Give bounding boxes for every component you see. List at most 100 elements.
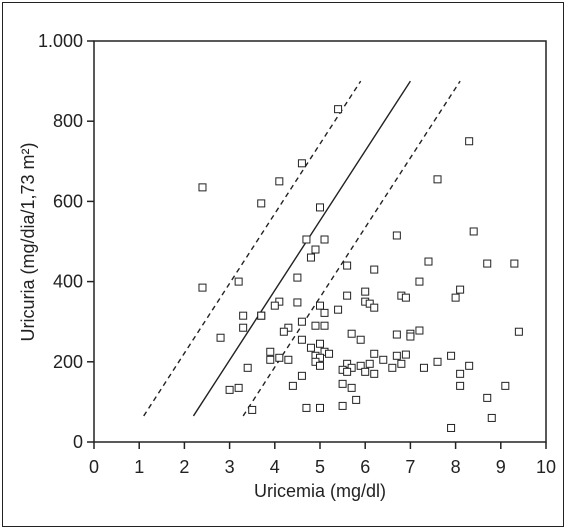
data-point <box>320 235 329 244</box>
data-point <box>343 261 352 270</box>
x-axis-title: Uricemia (mg/dl) <box>254 481 386 501</box>
y-tick-label: 200 <box>53 352 83 372</box>
data-points <box>198 105 523 432</box>
data-point <box>257 199 266 208</box>
data-point <box>451 293 460 302</box>
data-point <box>279 327 288 336</box>
data-point <box>297 159 306 168</box>
data-point <box>284 355 293 364</box>
data-point <box>311 357 320 366</box>
plot-area-border <box>93 40 547 443</box>
data-point <box>225 385 234 394</box>
data-point <box>239 323 248 332</box>
data-point <box>275 177 284 186</box>
data-point <box>239 311 248 320</box>
x-tick-label: 1 <box>134 457 144 477</box>
data-point <box>266 347 275 356</box>
data-point <box>379 355 388 364</box>
data-point <box>288 381 297 390</box>
data-point <box>297 335 306 344</box>
data-point <box>415 277 424 286</box>
data-point <box>320 308 329 317</box>
data-point <box>433 175 442 184</box>
data-point <box>415 326 424 335</box>
data-point <box>447 351 456 360</box>
data-point <box>456 285 465 294</box>
solid-reference-line <box>192 80 411 417</box>
data-point <box>456 369 465 378</box>
data-point <box>370 349 379 358</box>
data-point <box>338 401 347 410</box>
data-point <box>316 361 324 370</box>
chart-frame <box>2 2 564 527</box>
data-point <box>419 363 428 372</box>
data-point <box>370 265 379 274</box>
x-tick-label: 3 <box>225 457 235 477</box>
data-point <box>234 383 243 392</box>
data-point <box>456 381 465 390</box>
data-point <box>465 361 474 370</box>
data-point <box>356 335 365 344</box>
data-point <box>388 363 397 372</box>
data-point <box>275 353 284 362</box>
data-point <box>433 357 442 366</box>
data-point <box>343 367 352 376</box>
data-point <box>365 359 374 368</box>
axes: 0 1 2 3 4 5 6 7 8 9 10 0 200 400 600 800 1.000 <box>38 31 556 477</box>
data-point <box>198 183 207 192</box>
x-tick-label: 2 <box>179 457 189 477</box>
data-point <box>284 323 293 332</box>
data-point <box>392 231 401 240</box>
dashed-reference-line <box>143 80 362 417</box>
data-point <box>401 293 410 302</box>
data-point <box>302 235 311 244</box>
data-point <box>311 321 320 330</box>
data-point <box>270 301 279 310</box>
x-tick-label: 4 <box>270 457 280 477</box>
data-point <box>465 137 474 146</box>
data-point <box>320 321 329 330</box>
y-tick-label: 1.000 <box>38 31 83 51</box>
data-point <box>361 367 370 376</box>
data-point <box>483 393 492 402</box>
data-point <box>306 253 315 262</box>
y-tick-label: 600 <box>53 191 83 211</box>
data-point <box>510 259 519 268</box>
data-point <box>343 291 352 300</box>
data-point <box>406 332 415 341</box>
data-point <box>392 330 401 339</box>
data-point <box>216 333 225 342</box>
data-point <box>361 287 370 296</box>
y-axis-title: Uricuria (mg/dia/1,73 m²) <box>18 142 38 341</box>
x-tick-label: 9 <box>496 457 506 477</box>
data-point <box>424 257 433 266</box>
data-point <box>293 273 302 282</box>
data-point <box>469 227 478 236</box>
data-point <box>234 277 243 286</box>
data-point <box>275 297 284 306</box>
data-point <box>347 329 356 338</box>
data-point <box>306 343 315 352</box>
data-point <box>483 259 492 268</box>
data-point <box>397 359 406 368</box>
y-tick-label: 0 <box>73 432 83 452</box>
x-tick-label: 6 <box>360 457 370 477</box>
x-tick-label: 5 <box>315 457 325 477</box>
data-point <box>325 349 334 358</box>
data-point <box>266 355 275 364</box>
data-point <box>316 339 324 348</box>
data-point <box>302 403 311 412</box>
data-point <box>243 363 252 372</box>
reference-lines <box>143 80 461 417</box>
data-point <box>293 298 302 307</box>
data-point <box>370 369 379 378</box>
data-point <box>316 403 324 412</box>
x-tick-label: 10 <box>536 457 556 477</box>
data-point <box>257 311 266 320</box>
data-point <box>316 301 324 310</box>
data-point <box>297 371 306 380</box>
data-point <box>316 203 324 212</box>
data-point <box>297 317 306 326</box>
data-point <box>365 299 374 308</box>
